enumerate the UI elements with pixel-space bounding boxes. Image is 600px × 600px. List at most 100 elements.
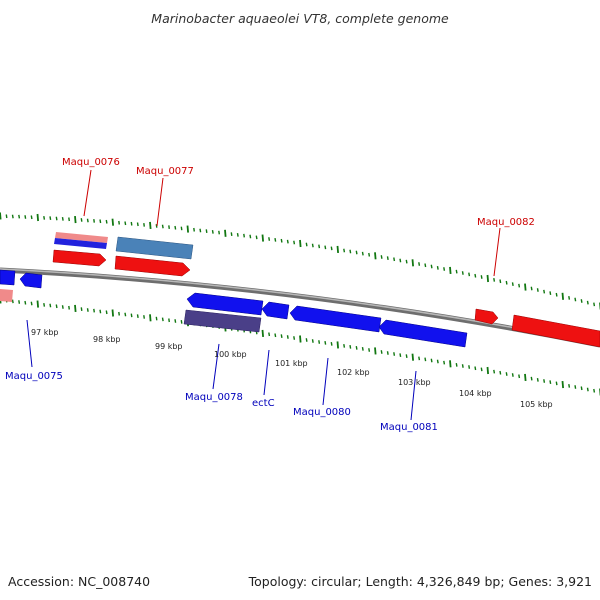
- upper-tick: [168, 225, 170, 229]
- gene-maqu-0076-arrow[interactable]: [52, 249, 107, 267]
- upper-tick: [68, 217, 70, 222]
- upper-tick: [186, 225, 189, 233]
- upper-tick: [211, 229, 214, 234]
- gene-labels: Maqu_0076 Maqu_0077 Maqu_0082 Maqu_0075 …: [5, 157, 535, 433]
- accession-text: Accession: NC_008740: [8, 574, 150, 589]
- lower-tick: [261, 329, 264, 337]
- lower-tick: [136, 314, 139, 319]
- tick-label-102: 102 kbp: [337, 368, 370, 377]
- upper-tick: [86, 218, 89, 223]
- gene-maqu-0076-band[interactable]: [54, 232, 108, 249]
- gene-label-maqu-0077[interactable]: Maqu_0077: [136, 166, 194, 177]
- lower-tick: [405, 354, 408, 359]
- gene-maqu-0081-arrow[interactable]: [378, 319, 468, 348]
- lower-tick: [449, 360, 452, 368]
- gene-maqu-0082-arrow[interactable]: [474, 308, 499, 325]
- upper-tick: [505, 280, 508, 285]
- lower-tick: [486, 366, 489, 375]
- upper-tick: [80, 218, 83, 222]
- tick-label-98: 98 kbp: [93, 335, 121, 344]
- lower-tick: [55, 304, 58, 309]
- upper-tick: [443, 267, 446, 271]
- lower-tick: [36, 300, 39, 308]
- lower-tick: [74, 304, 77, 312]
- upper-tick: [430, 264, 433, 269]
- gene-label-maqu-0081[interactable]: Maqu_0081: [380, 422, 438, 433]
- upper-tick: [561, 292, 564, 300]
- upper-tick: [124, 221, 127, 226]
- lower-tick: [493, 369, 496, 374]
- upper-tick: [305, 242, 308, 247]
- upper-tick: [118, 220, 120, 225]
- upper-tick: [399, 258, 402, 263]
- gene-label-maqu-0076[interactable]: Maqu_0076: [62, 157, 120, 168]
- gene-maqu-0075-arrow[interactable]: [19, 272, 43, 289]
- lower-tick: [524, 373, 527, 381]
- gene-maqu-0077-rna-band[interactable]: [115, 236, 194, 260]
- upper-tick: [218, 230, 220, 235]
- upper-tick: [549, 291, 552, 296]
- lower-tick: [443, 360, 446, 365]
- lower-tick: [430, 358, 433, 363]
- upper-tick: [149, 221, 152, 229]
- upper-tick: [455, 269, 458, 274]
- label-leader-lines: [26, 169, 501, 421]
- lower-tick: [555, 381, 558, 386]
- gene-label-maqu-0080[interactable]: Maqu_0080: [293, 407, 351, 418]
- gene-maqu-0078-arrow[interactable]: [186, 292, 264, 316]
- gene-label-ectc[interactable]: ectC: [252, 398, 275, 409]
- lower-tick: [93, 308, 95, 313]
- lower-tick: [530, 376, 533, 381]
- lower-tick: [24, 300, 27, 305]
- tick-label-105: 105 kbp: [520, 400, 553, 409]
- upper-tick: [136, 222, 139, 227]
- upper-tick: [374, 252, 377, 260]
- lower-tick: [474, 366, 477, 371]
- lower-tick: [99, 309, 102, 314]
- gene-ectc-arrow[interactable]: [261, 301, 290, 320]
- upper-tick: [393, 257, 396, 262]
- gene-label-maqu-0075[interactable]: Maqu_0075: [5, 371, 63, 382]
- lower-tick: [349, 344, 352, 349]
- upper-tick: [286, 239, 289, 244]
- lower-tick: [318, 340, 321, 344]
- upper-tick: [30, 215, 33, 220]
- upper-tick: [268, 237, 271, 241]
- upper-tick: [518, 283, 521, 288]
- lower-tick: [411, 353, 414, 361]
- upper-tick: [343, 248, 346, 253]
- page-title: Marinobacter aquaeolei VT8, complete gen…: [151, 11, 449, 26]
- lower-tick: [280, 334, 283, 339]
- upper-tick: [261, 234, 264, 242]
- tick-label-101: 101 kbp: [275, 359, 308, 368]
- upper-tick: [230, 232, 233, 236]
- lower-tick: [386, 351, 389, 355]
- gene-next-forward-arrow[interactable]: [511, 314, 600, 348]
- tick-label-103: 103 kbp: [398, 378, 431, 387]
- lower-tick: [343, 343, 346, 348]
- gene-maqu-0080-arrow[interactable]: [289, 305, 382, 333]
- gene-prev-rna-band[interactable]: [0, 289, 13, 302]
- lower-tick: [455, 362, 458, 367]
- lower-tick: [511, 373, 514, 377]
- gene-maqu-0077-arrow[interactable]: [114, 255, 191, 277]
- gene-label-maqu-0082[interactable]: Maqu_0082: [477, 217, 535, 228]
- lower-tick: [11, 299, 14, 304]
- gene-prev-reverse-arrow[interactable]: [0, 269, 16, 286]
- lower-tick: [149, 314, 152, 322]
- lower-tick: [536, 377, 539, 382]
- upper-tick: [405, 259, 408, 264]
- upper-tick: [330, 246, 333, 251]
- lower-tick: [274, 333, 277, 338]
- gene-maqu-0078-operon-band[interactable]: [183, 309, 262, 333]
- lower-tick: [268, 332, 271, 337]
- upper-tick: [418, 262, 421, 266]
- gene-label-maqu-0078[interactable]: Maqu_0078: [185, 392, 243, 403]
- upper-tick: [299, 239, 302, 248]
- upper-tick: [368, 252, 371, 257]
- lower-tick: [155, 316, 158, 321]
- upper-tick: [449, 266, 452, 274]
- upper-tick: [205, 229, 208, 233]
- lower-tick: [399, 353, 402, 358]
- upper-tick: [361, 251, 364, 256]
